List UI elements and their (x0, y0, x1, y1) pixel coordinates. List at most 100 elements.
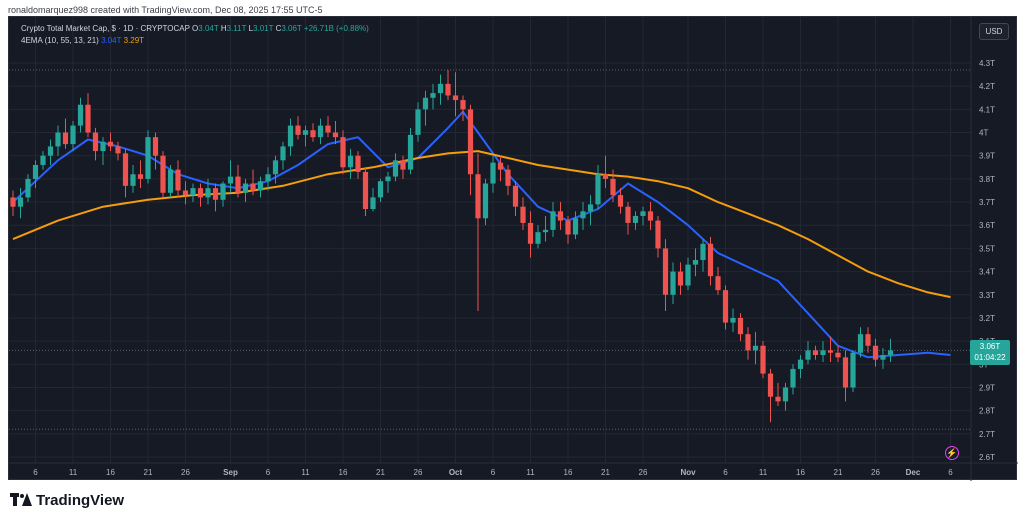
x-tick-label: 16 (564, 468, 573, 477)
candle-body (227, 176, 234, 184)
candle-body (775, 396, 781, 402)
candle-body (430, 93, 436, 98)
candle-body (655, 220, 661, 249)
candle-body (497, 162, 504, 170)
candle-body (520, 206, 526, 223)
candle-body (47, 146, 54, 156)
candle-body (205, 188, 211, 198)
candle-body (752, 345, 759, 351)
candle-body (452, 95, 459, 101)
candle-body (812, 350, 819, 356)
candle-body (617, 195, 624, 207)
candle-body (700, 243, 706, 260)
y-tick-label: 3.8T (979, 175, 995, 184)
candle-body (220, 183, 226, 200)
currency-button[interactable]: USD (979, 23, 1009, 40)
candle-body (550, 211, 556, 230)
candle-body (835, 352, 841, 358)
symbol-legend[interactable]: Crypto Total Market Cap, $ · 1D · CRYPTO… (21, 24, 369, 33)
y-tick-label: 2.6T (979, 453, 995, 462)
x-tick-label: 6 (33, 468, 38, 477)
candle-body (182, 190, 189, 196)
candle-body (865, 334, 871, 346)
x-tick-label: Dec (906, 468, 921, 477)
candle-body (535, 232, 541, 244)
indicator-legend[interactable]: 4EMA (10, 55, 13, 21) 3.04T 3.29T (21, 36, 144, 45)
candle-body (662, 248, 669, 295)
brand-name: TradingView (36, 491, 125, 509)
candle-body (625, 206, 631, 223)
x-tick-label: 11 (301, 468, 310, 477)
high-label: H (220, 24, 227, 33)
credit-line: ronaldomarquez998 created with TradingVi… (8, 5, 323, 15)
candle-body (422, 97, 429, 110)
candle-body (197, 188, 204, 198)
candle-body (722, 290, 729, 323)
x-tick-label: 21 (376, 468, 385, 477)
bar-countdown: 01:04:22 (974, 353, 1006, 362)
candle-body (370, 197, 376, 210)
candle-body (595, 174, 601, 205)
lightning-icon[interactable]: ⚡ (945, 446, 959, 460)
candle-body (565, 220, 571, 235)
candle-body (587, 204, 594, 212)
candle-body (17, 197, 24, 207)
open-label: O (192, 24, 199, 33)
candle-body (250, 183, 256, 191)
y-tick-label: 3.5T (979, 244, 995, 253)
candle-body (175, 169, 181, 191)
x-tick-label: 11 (69, 468, 78, 477)
candle-body (805, 350, 811, 360)
y-tick-label: 3.2T (979, 314, 995, 323)
candle-body (280, 146, 286, 161)
x-tick-label: 6 (266, 468, 271, 477)
x-tick-label: Oct (449, 468, 463, 477)
candle-body (70, 125, 76, 145)
candle-body (212, 188, 219, 200)
y-tick-label: 2.7T (979, 430, 995, 439)
candle-body (692, 260, 699, 265)
candle-body (647, 211, 654, 221)
candle-body (190, 188, 196, 196)
ema-fast-value: 3.04T (101, 36, 122, 45)
candle-body (32, 164, 39, 179)
candle-body (302, 130, 309, 135)
candle-body (355, 155, 361, 172)
ema-slow-line (12, 150, 951, 299)
candle-body (100, 141, 106, 152)
candle-body (25, 178, 31, 198)
candle-body (77, 104, 84, 126)
candle-body (385, 176, 391, 182)
candle-body (332, 132, 339, 138)
candle-body (400, 160, 406, 170)
candle-body (287, 125, 294, 147)
candle-body (152, 137, 159, 156)
candle-body (257, 181, 264, 191)
indicator-name: 4EMA (10, 55, 13, 21) (21, 36, 99, 45)
candle-body (340, 137, 346, 168)
y-tick-label: 3.6T (979, 221, 995, 230)
candle-body (325, 125, 331, 133)
candle-body (40, 155, 46, 165)
candle-body (445, 83, 451, 96)
close-value: 3.06T (281, 24, 302, 33)
x-tick-label: 26 (414, 468, 423, 477)
candle-body (557, 211, 564, 221)
candle-body (160, 155, 166, 193)
candle-body (392, 160, 399, 177)
chart-panel[interactable]: 4.3T 4.2T 4.1T 4T 3.9T 3.8T 3.7T 3.6T 3.5T 3.4T 3.… (8, 16, 1018, 481)
candle-body (107, 141, 114, 147)
candle-body (610, 178, 616, 196)
candlestick-chart[interactable]: 4.3T 4.2T 4.1T 4T 3.9T 3.8T 3.7T 3.6T 3.5T 3.4T 3.… (9, 17, 1018, 481)
candle-body (737, 317, 744, 335)
tradingview-logo-icon (10, 493, 32, 507)
x-tick-label: Nov (680, 468, 696, 477)
candle-body (640, 211, 646, 216)
candle-body (490, 162, 496, 184)
low-value: 3.01T (253, 24, 274, 33)
candle-body (347, 155, 354, 168)
candle-body (887, 350, 894, 356)
close-label: C (275, 24, 282, 33)
candle-body (235, 176, 241, 193)
ema-slow-value: 3.29T (123, 36, 145, 45)
